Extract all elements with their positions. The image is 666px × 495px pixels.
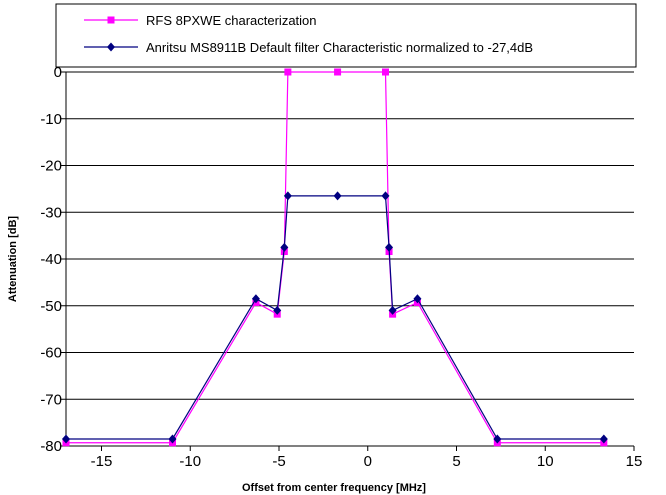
data-point-diamond: [280, 242, 289, 252]
axes: [61, 71, 635, 451]
x-tick-labels: -15 -10 -5 0 5 10 15: [91, 453, 643, 470]
x-tick-label: 15: [626, 453, 643, 470]
x-tick-label: -15: [91, 453, 113, 470]
data-point-square: [382, 68, 389, 76]
grid-lines: [66, 71, 634, 447]
y-tick-label: -30: [40, 204, 62, 221]
y-tick-label: -60: [40, 345, 62, 362]
series-1: [62, 68, 608, 447]
y-tick-label: -10: [40, 111, 62, 128]
data-point-diamond: [283, 191, 292, 201]
data-point-square: [284, 68, 292, 76]
x-tick-label: 5: [452, 453, 460, 470]
data-point-diamond: [107, 42, 115, 52]
legend-item-1: RFS 8PXWE characterization: [84, 13, 317, 28]
x-tick-label: 0: [364, 453, 372, 470]
data-point-diamond: [599, 434, 608, 444]
y-axis-title: Attenuation [dB]: [7, 216, 19, 302]
data-point-square: [107, 16, 115, 24]
series-2: [62, 191, 608, 444]
y-tick-label: -40: [40, 251, 62, 268]
y-tick-label: -80: [40, 438, 62, 455]
data-point-diamond: [251, 294, 260, 304]
series-line: [66, 195, 604, 440]
data-point-diamond: [493, 434, 502, 444]
data-point-diamond: [381, 191, 390, 201]
series-line: [66, 71, 604, 444]
legend-label: RFS 8PXWE characterization: [146, 13, 317, 28]
y-tick-label: 0: [54, 64, 62, 81]
data-point-diamond: [413, 294, 422, 304]
x-tick-label: -10: [179, 453, 201, 470]
legend-label: Anritsu MS8911B Default filter Character…: [146, 40, 533, 55]
legend-item-2: Anritsu MS8911B Default filter Character…: [84, 40, 533, 55]
x-tick-label: -5: [272, 453, 285, 470]
data-point-square: [334, 68, 342, 76]
legend: RFS 8PXWE characterization Anritsu MS8911…: [55, 3, 637, 68]
x-axis-title: Offset from center frequency [MHz]: [242, 482, 426, 494]
data-series: [62, 68, 608, 447]
data-point-diamond: [388, 305, 397, 315]
x-tick-label: 10: [537, 453, 554, 470]
data-point-diamond: [273, 305, 282, 315]
legend-box: [55, 3, 637, 68]
y-tick-label: -50: [40, 298, 62, 315]
data-point-diamond: [333, 191, 342, 201]
y-tick-labels: 0 -10 -20 -30 -40 -50 -60 -70 -80: [40, 64, 62, 455]
data-point-diamond: [168, 434, 177, 444]
y-tick-label: -20: [40, 158, 62, 175]
data-point-diamond: [62, 434, 70, 444]
data-point-diamond: [385, 242, 394, 252]
y-tick-label: -70: [40, 391, 62, 408]
